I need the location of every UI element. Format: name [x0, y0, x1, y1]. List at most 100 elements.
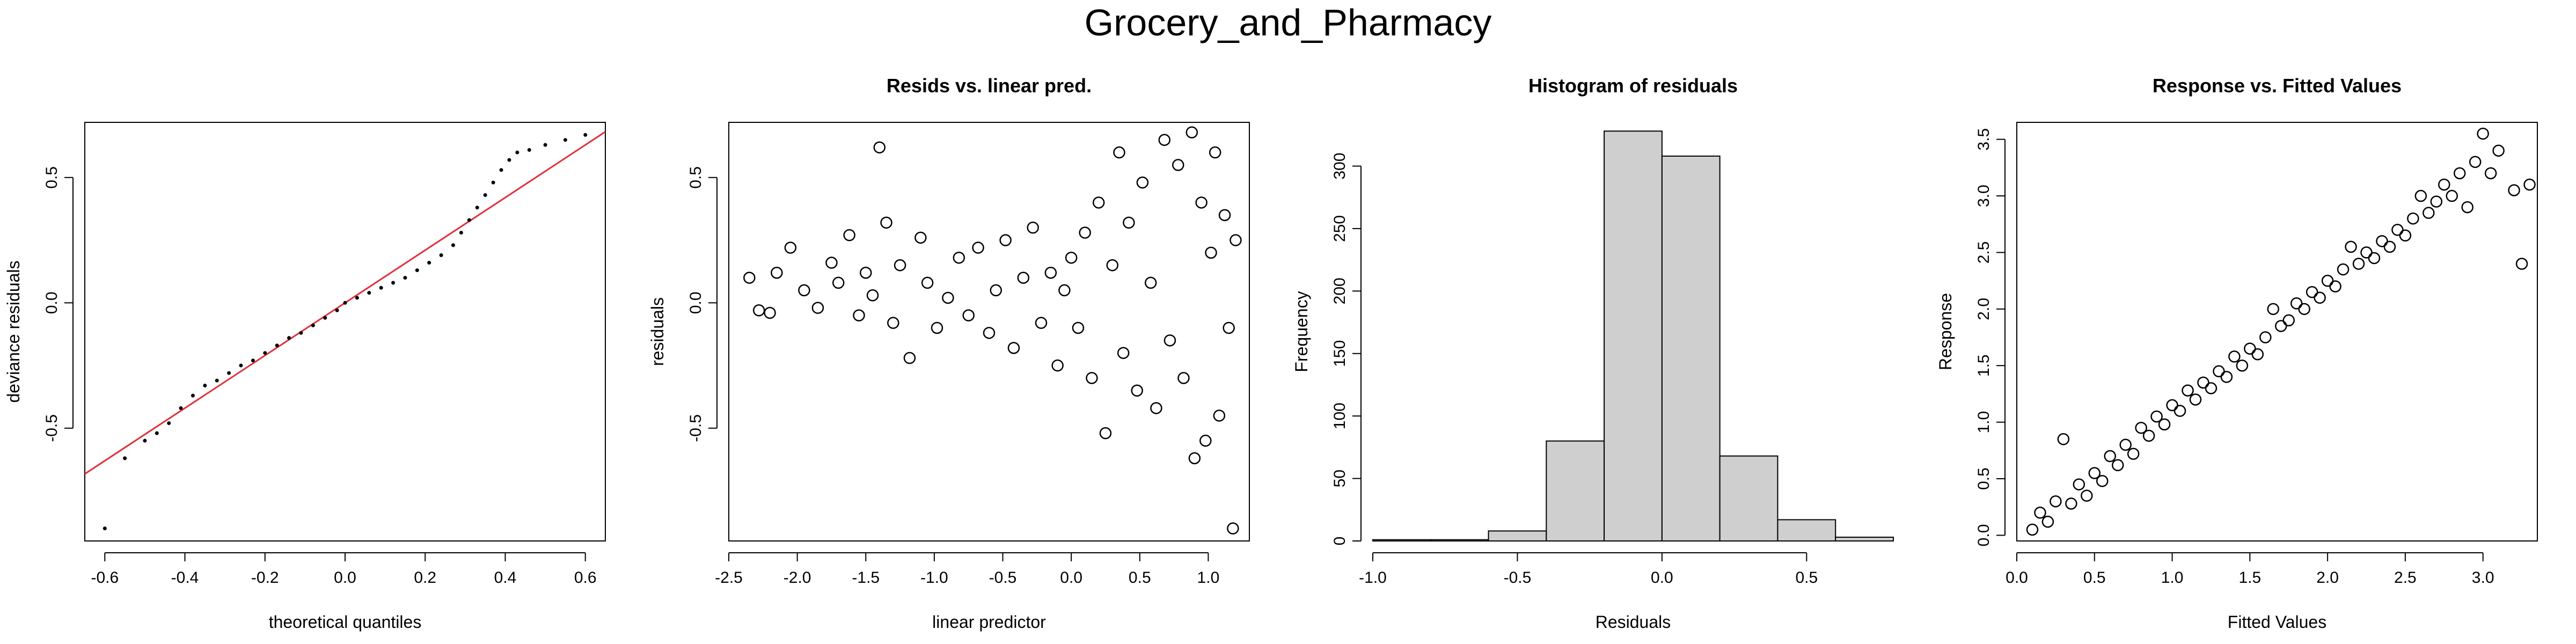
qq-point [311, 323, 315, 327]
scatter-point [2423, 207, 2435, 219]
scatter-point [921, 276, 934, 289]
scatter-point [832, 276, 845, 289]
scatter-point [2050, 495, 2062, 508]
qq-point [507, 158, 511, 162]
x-tick-label: -0.5 [989, 569, 1017, 587]
y-tick-label: 300 [1331, 152, 1349, 179]
qq-point [563, 138, 567, 142]
y-tick-label: 250 [1331, 215, 1349, 242]
y-axis-label: deviance residuals [4, 260, 23, 402]
scatter-point [1209, 146, 1221, 159]
scatter-point [880, 216, 892, 229]
scatter-point [2065, 497, 2077, 510]
scatter-point [1188, 452, 1201, 465]
scatter-point [2290, 297, 2303, 310]
scatter-point [1051, 359, 1064, 372]
scatter-point [2267, 303, 2280, 316]
panel-1: -0.6 -0.4 -0.2 0.0 0.2 0.4 0.6 theoretical quan… [4, 122, 606, 632]
scatter-point [1072, 321, 1085, 334]
scatter-point [1144, 276, 1157, 289]
scatter-point [2166, 399, 2178, 412]
qq-point [355, 296, 359, 300]
scatter-point [2104, 450, 2116, 463]
scatter-point [2274, 320, 2287, 332]
scatter-point [2259, 331, 2272, 343]
x-tick-label: 0.4 [494, 569, 517, 587]
scatter-point [1136, 176, 1149, 189]
qq-point [191, 393, 195, 398]
qq-point [483, 193, 487, 197]
scatter-point [771, 266, 783, 279]
qq-point [583, 133, 588, 137]
scatter-point [866, 289, 879, 302]
scatter-point [2127, 448, 2140, 460]
scatter-point [990, 284, 1002, 297]
qq-point [459, 231, 463, 235]
scatter-point [1086, 372, 1098, 384]
panel-title: Resids vs. linear pred. [887, 75, 1092, 97]
qq-point [203, 383, 207, 387]
x-tick-label: 0.0 [1060, 569, 1082, 587]
scatter-point [2360, 246, 2373, 259]
scatter-point [2174, 405, 2186, 417]
qq-point [215, 378, 219, 383]
scatter-point [2057, 433, 2070, 445]
scatter-point [1158, 134, 1170, 146]
scatter-point [1017, 272, 1030, 284]
qq-point [251, 358, 255, 363]
x-tick-label: 0.5 [1795, 569, 1818, 587]
scatter-point [860, 266, 872, 279]
scatter-point [2213, 365, 2225, 378]
scatter-point [914, 231, 927, 244]
qq-point [263, 351, 267, 355]
scatter-point [1035, 317, 1048, 329]
y-tick-label: 0.5 [1975, 467, 1993, 490]
scatter-point [1199, 434, 1212, 447]
panel-4: Response vs. Fitted Values 0.0 0.5 1.0 1.5 2.… [1936, 75, 2538, 632]
y-tick-label: 2.0 [1975, 298, 1993, 320]
y-tick-label: 1.0 [1975, 411, 1993, 434]
scatter-point [2158, 418, 2171, 431]
qq-point [287, 336, 291, 340]
scatter-point [1185, 126, 1198, 138]
qq-point [379, 286, 383, 290]
qq-point [323, 316, 327, 320]
histogram-bar [1430, 539, 1489, 541]
scatter-point [853, 309, 865, 321]
scatter-point [1065, 251, 1078, 264]
scatter-point [2391, 224, 2404, 236]
scatter-point [2383, 240, 2396, 253]
scatter-point [2228, 350, 2241, 363]
scatter-point [953, 251, 965, 264]
qq-point [415, 268, 419, 273]
scatter-point [1177, 372, 1190, 384]
scatter-point [2220, 371, 2233, 383]
scatter-point [1131, 384, 1143, 397]
x-tick-label: 3.0 [2472, 569, 2494, 587]
qq-point [527, 148, 531, 152]
qq-point [335, 308, 339, 312]
qq-point [343, 301, 347, 305]
histogram-bar [1661, 155, 1721, 541]
plot-frame [728, 122, 1250, 541]
qq-point [143, 438, 147, 443]
y-tick-label: 3.0 [1975, 185, 1993, 207]
x-tick-label: -2.0 [784, 569, 811, 587]
scatter-point [2453, 167, 2466, 180]
histogram-bar [1488, 530, 1547, 541]
qq-point [123, 456, 127, 460]
scatter-point [798, 284, 810, 297]
x-tick-label: 0.0 [1651, 569, 1673, 587]
scatter-point [2244, 342, 2256, 355]
scatter-point [2205, 382, 2218, 394]
scatter-point [2306, 286, 2318, 298]
qq-point [491, 180, 495, 185]
scatter-point [2197, 376, 2209, 389]
x-tick-label: -0.4 [171, 569, 199, 587]
plot-frame [84, 122, 606, 541]
scatter-point [1113, 146, 1125, 159]
histogram-bar [1546, 440, 1605, 541]
scatter-point [784, 241, 797, 254]
x-tick-label: 0.2 [414, 569, 436, 587]
scatter-point [962, 309, 975, 321]
